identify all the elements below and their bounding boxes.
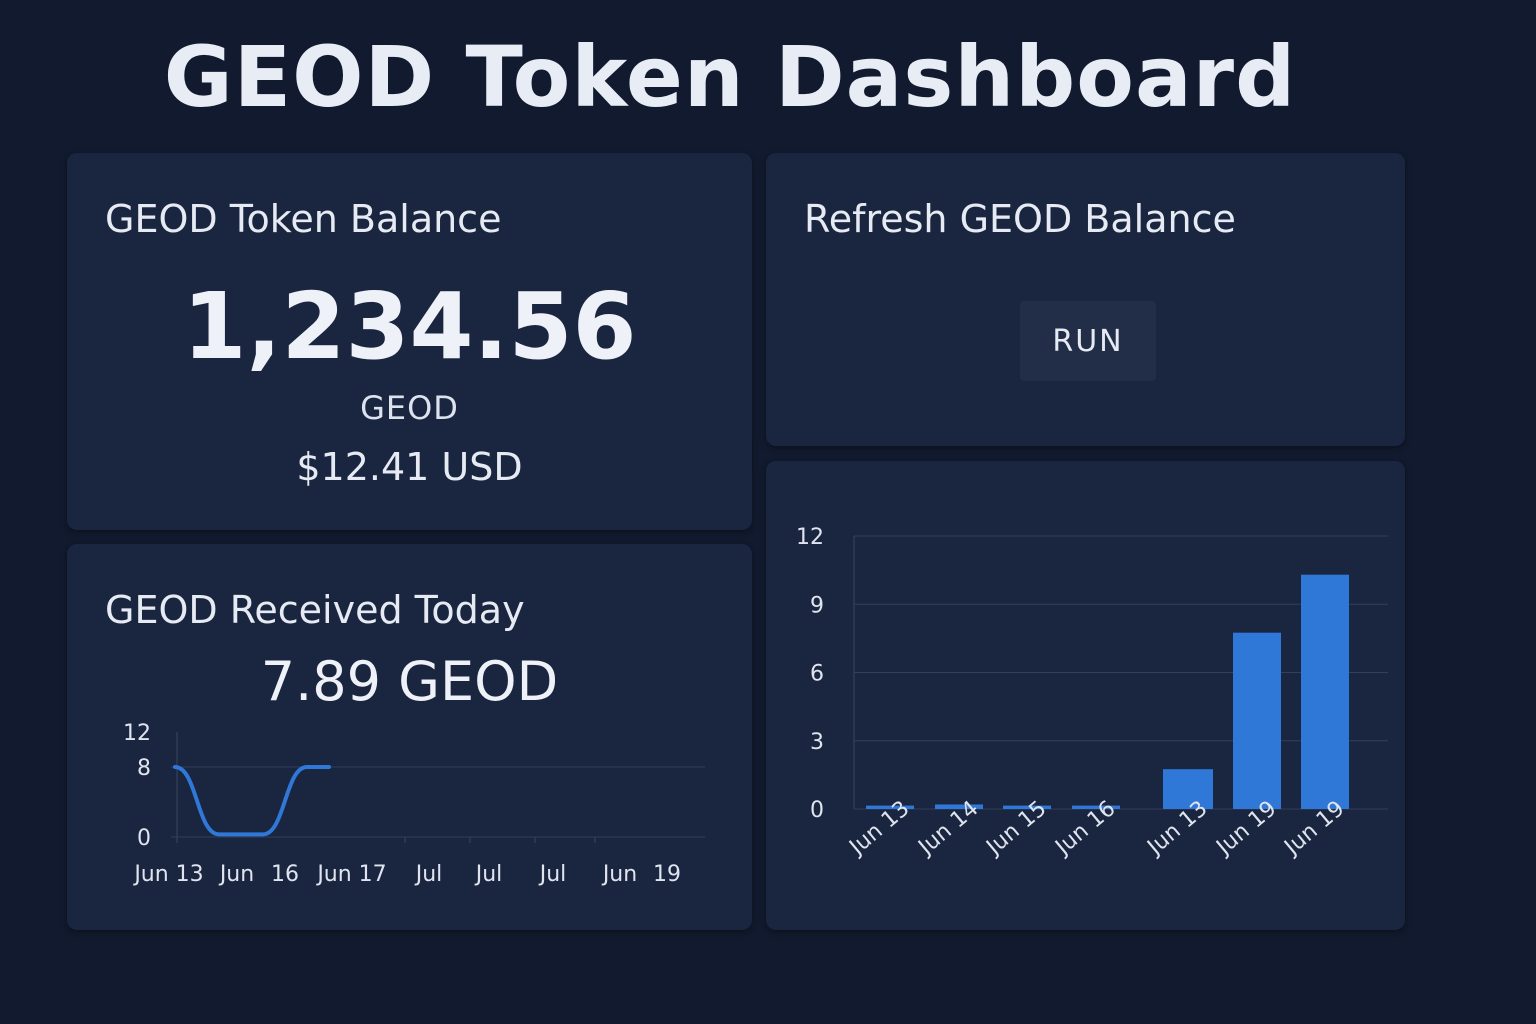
refresh-card: Refresh GEOD Balance RUN <box>766 153 1405 446</box>
bar-y-tick-label: 6 <box>810 662 824 687</box>
bar-y-tick-label: 0 <box>810 798 824 823</box>
line-x-tick-label: 19 <box>653 862 681 887</box>
balance-usd-value: $12.41 USD <box>296 445 523 489</box>
bar <box>1163 769 1213 809</box>
received-line-chart: 0 8 12 Jun 13 Jun 16 Jun 17 Jul Jul Jul Jun 19 <box>123 721 705 887</box>
received-value: 7.89 GEOD <box>260 650 559 713</box>
bar-y-tick-label: 3 <box>810 730 824 755</box>
bar <box>1233 632 1281 809</box>
page-title: GEOD Token Dashboard <box>163 28 1297 126</box>
bar <box>1301 574 1349 809</box>
balance-card: GEOD Token Balance 1,234.56 GEOD $12.41 … <box>67 153 752 530</box>
received-card-title: GEOD Received Today <box>105 588 525 632</box>
balance-value: 1,234.56 <box>182 273 637 380</box>
line-x-tick-label: Jul <box>414 862 443 887</box>
bar-y-tick-label: 12 <box>796 525 824 550</box>
line-x-tick-label: Jul <box>538 862 567 887</box>
line-x-tick-label: Jun 13 <box>132 862 203 887</box>
balance-card-title: GEOD Token Balance <box>105 197 502 241</box>
bar <box>935 804 983 809</box>
line-y-tick-label: 8 <box>137 756 151 781</box>
line-x-tick-label: Jun <box>601 862 637 887</box>
run-button[interactable]: RUN <box>1020 301 1156 381</box>
received-series-line <box>173 765 331 837</box>
line-x-tick-label: 16 <box>271 862 299 887</box>
bar-y-tick-label: 9 <box>810 593 824 618</box>
balance-unit: GEOD <box>360 389 459 427</box>
line-x-tick-label: Jun 17 <box>315 862 386 887</box>
bar <box>1072 805 1120 809</box>
received-card: GEOD Received Today 7.89 GEOD 0 8 12 Jun 13… <box>67 544 752 930</box>
line-y-tick-label: 0 <box>137 826 151 851</box>
refresh-card-title: Refresh GEOD Balance <box>804 197 1236 241</box>
line-x-tick-label: Jul <box>474 862 503 887</box>
bar-chart-card: 0 3 6 9 12 Jun 13 Jun 14 Jun 15 Jun 16 Jun 13 Jun … <box>766 461 1405 930</box>
line-y-tick-label: 12 <box>123 721 151 746</box>
bar <box>866 805 914 809</box>
bar <box>1003 805 1051 809</box>
line-x-tick-label: Jun <box>218 862 254 887</box>
